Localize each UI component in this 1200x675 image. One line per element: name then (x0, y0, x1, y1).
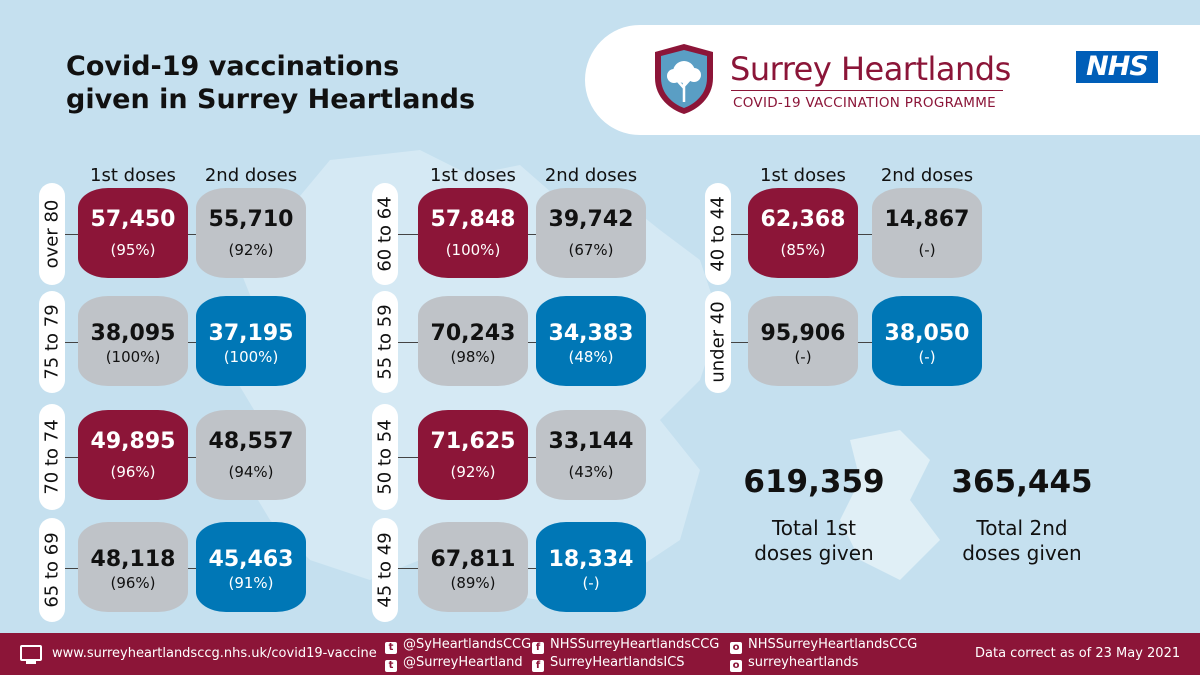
second-dose-cell: 45,463 (91%) (196, 522, 306, 612)
twitter-icon: t (385, 660, 397, 672)
facebook-link-2[interactable]: f SurreyHeartlandsICS (532, 655, 685, 672)
second-dose-cell: 14,867 (-) (872, 188, 982, 278)
surrey-heartlands-shield-icon (655, 44, 713, 114)
page-title: Covid-19 vaccinations given in Surrey He… (66, 51, 476, 115)
first-dose-cell: 70,243 (98%) (418, 296, 528, 386)
monitor-stand-icon (26, 661, 36, 664)
col-header-1st: 1st doses (90, 165, 176, 186)
second-dose-cell: 38,050 (-) (872, 296, 982, 386)
second-dose-cell: 34,383 (48%) (536, 296, 646, 386)
age-label: 40 to 44 (705, 183, 731, 285)
instagram-icon: o (730, 642, 742, 654)
first-dose-cell: 57,450 (95%) (78, 188, 188, 278)
total-first-value: 619,359 (743, 464, 885, 500)
second-dose-cell: 39,742 (67%) (536, 188, 646, 278)
age-label: 65 to 69 (39, 518, 65, 622)
first-dose-cell: 71,625 (92%) (418, 410, 528, 500)
second-dose-cell: 55,710 (92%) (196, 188, 306, 278)
age-label: 75 to 79 (39, 291, 65, 393)
age-label: 60 to 64 (372, 183, 398, 285)
second-dose-cell: 48,557 (94%) (196, 410, 306, 500)
website-link[interactable]: www.surreyheartlandsccg.nhs.uk/covid19-v… (52, 646, 377, 661)
age-label: under 40 (705, 291, 731, 393)
facebook-icon: f (532, 660, 544, 672)
col-header-1st: 1st doses (760, 165, 846, 186)
age-label: 55 to 59 (372, 291, 398, 393)
col-header-2nd: 2nd doses (544, 165, 638, 186)
first-dose-cell: 62,368 (85%) (748, 188, 858, 278)
age-label: 70 to 74 (39, 404, 65, 510)
total-second-label: Total 2nd doses given (962, 516, 1082, 565)
age-label: over 80 (39, 183, 65, 285)
brand-subtitle: COVID-19 VACCINATION PROGRAMME (733, 95, 997, 111)
second-dose-cell: 37,195 (100%) (196, 296, 306, 386)
col-header-2nd: 2nd doses (204, 165, 298, 186)
first-dose-cell: 38,095 (100%) (78, 296, 188, 386)
total-first-doses: 619,359 Total 1st doses given (714, 464, 914, 566)
facebook-link-1[interactable]: f NHSSurreyHeartlandsCCG (532, 637, 719, 654)
first-dose-cell: 67,811 (89%) (418, 522, 528, 612)
brand-divider (731, 90, 1003, 91)
age-label: 45 to 49 (372, 518, 398, 622)
twitter-icon: t (385, 642, 397, 654)
age-label: 50 to 54 (372, 404, 398, 510)
total-second-doses: 365,445 Total 2nd doses given (922, 464, 1122, 566)
second-dose-cell: 18,334 (-) (536, 522, 646, 612)
monitor-icon (20, 645, 42, 661)
facebook-icon: f (532, 642, 544, 654)
col-header-2nd: 2nd doses (880, 165, 974, 186)
twitter-link-1[interactable]: t @SyHeartlandsCCG (385, 637, 531, 654)
first-dose-cell: 57,848 (100%) (418, 188, 528, 278)
instagram-link-1[interactable]: o NHSSurreyHeartlandsCCG (730, 637, 917, 654)
second-dose-cell: 33,144 (43%) (536, 410, 646, 500)
data-date-note: Data correct as of 23 May 2021 (975, 646, 1181, 661)
brand-name: Surrey Heartlands (730, 50, 1011, 88)
twitter-link-2[interactable]: t @SurreyHeartland (385, 655, 523, 672)
nhs-logo: NHS (1076, 51, 1158, 83)
footer-bar: www.surreyheartlandsccg.nhs.uk/covid19-v… (0, 633, 1200, 675)
first-dose-cell: 95,906 (-) (748, 296, 858, 386)
first-dose-cell: 49,895 (96%) (78, 410, 188, 500)
total-first-label: Total 1st doses given (754, 516, 874, 565)
instagram-icon: o (730, 660, 742, 672)
instagram-link-2[interactable]: o surreyheartlands (730, 655, 858, 672)
col-header-1st: 1st doses (430, 165, 516, 186)
first-dose-cell: 48,118 (96%) (78, 522, 188, 612)
total-second-value: 365,445 (951, 464, 1093, 500)
